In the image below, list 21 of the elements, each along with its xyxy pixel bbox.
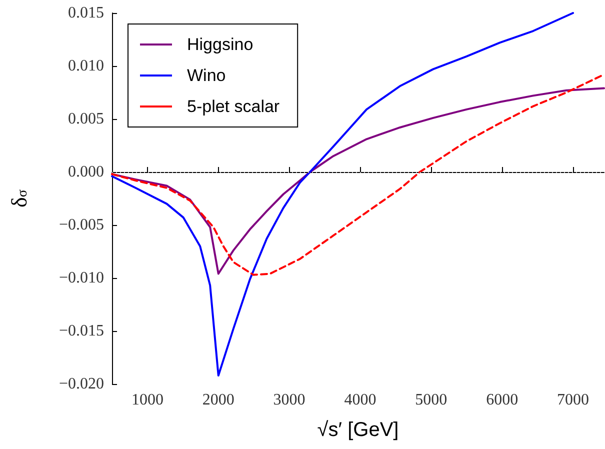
y-tick-label: −0.015: [58, 322, 104, 340]
x-axis-title: √s′ [GeV]: [317, 419, 399, 441]
y-tick-label: −0.020: [58, 376, 104, 392]
y-tick-label: 0.000: [68, 164, 104, 180]
legend-label: 5-plet scalar: [187, 97, 280, 116]
x-tick-label: 2000: [202, 392, 234, 408]
y-axis-title: δσ: [6, 189, 32, 208]
x-tick-label: 5000: [415, 392, 448, 408]
x-tick-label: 3000: [273, 392, 306, 408]
y-tick-label: 0.010: [68, 58, 104, 74]
legend-label: Higgsino: [187, 35, 254, 54]
legend-label: Wino: [187, 66, 226, 85]
x-tick-label: 6000: [486, 392, 518, 408]
y-tick-label: −0.010: [58, 270, 104, 286]
x-tick-label: 4000: [344, 392, 376, 408]
x-tick-label: 1000: [131, 392, 164, 408]
y-tick-label: 0.005: [68, 110, 104, 128]
y-tick-label: −0.005: [58, 216, 104, 234]
y-tick-label: 0.015: [68, 4, 104, 22]
x-tick-label: 7000: [557, 392, 590, 408]
line-series: [111, 12, 574, 377]
